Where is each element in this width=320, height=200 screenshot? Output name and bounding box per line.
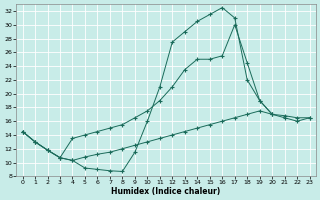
X-axis label: Humidex (Indice chaleur): Humidex (Indice chaleur) [111,187,221,196]
